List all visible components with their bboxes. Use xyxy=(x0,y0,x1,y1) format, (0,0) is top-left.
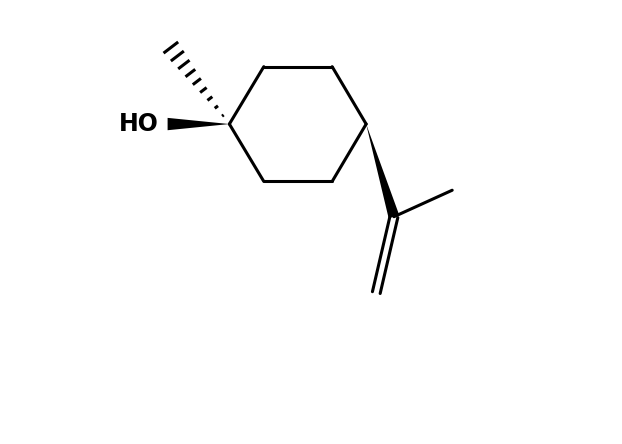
Text: HO: HO xyxy=(119,112,159,136)
Polygon shape xyxy=(167,118,230,130)
Polygon shape xyxy=(366,124,399,218)
